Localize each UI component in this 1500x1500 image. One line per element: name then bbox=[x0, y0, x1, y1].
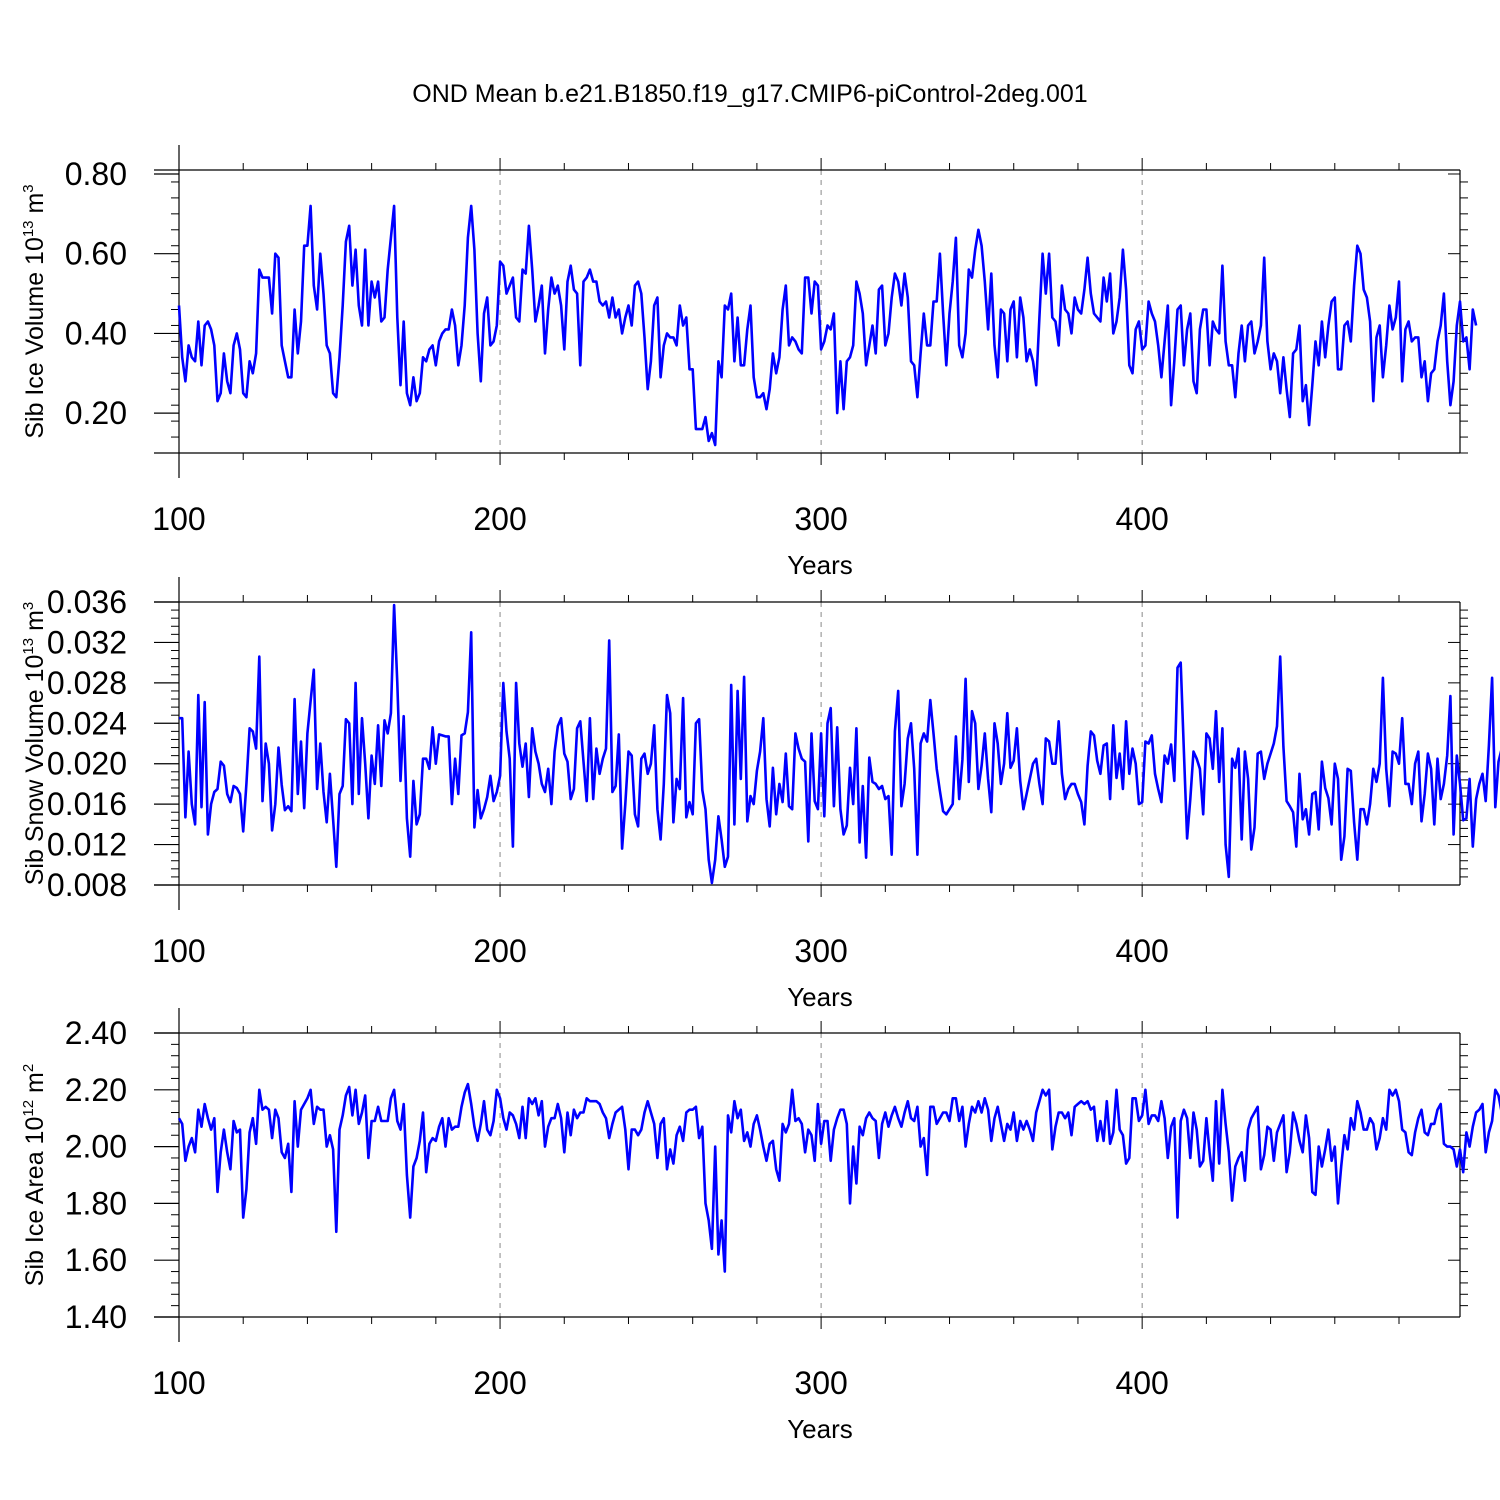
x-tick-label: 400 bbox=[1115, 501, 1168, 537]
y-tick-label: 2.00 bbox=[65, 1129, 127, 1165]
y-tick-label: 2.40 bbox=[65, 1015, 127, 1051]
y-tick-label: 1.60 bbox=[65, 1242, 127, 1278]
y-tick-label: 0.028 bbox=[47, 665, 127, 701]
y-tick-label: 0.80 bbox=[65, 156, 127, 192]
panel-ice-volume: 100 200 300 400 0.20 0.40 0.60 0.80 Years Sib Ice… bbox=[20, 145, 1478, 580]
x-tick-label: 300 bbox=[794, 1365, 847, 1401]
y-tick-label: 0.40 bbox=[65, 315, 127, 351]
y-tick-label: 0.032 bbox=[47, 624, 127, 660]
x-tick-label: 200 bbox=[473, 1365, 526, 1401]
x-tick-label: 300 bbox=[794, 933, 847, 969]
panel-snow-volume: 100 200 300 400 0.008 0.012 0.016 0.020 0.024 0.0… bbox=[20, 577, 1500, 1012]
x-tick-label: 200 bbox=[473, 933, 526, 969]
x-tick-label: 100 bbox=[152, 933, 205, 969]
y-tick-label: 1.40 bbox=[65, 1299, 127, 1335]
panel-ice-area: 100 200 300 400 1.40 1.60 1.80 2.00 2.20 2.40 Year… bbox=[20, 1008, 1500, 1444]
chart-title: OND Mean b.e21.B1850.f19_g17.CMIP6-piCon… bbox=[412, 80, 1088, 108]
y-tick-label: 1.80 bbox=[65, 1185, 127, 1221]
x-axis-title: Years bbox=[787, 1414, 853, 1444]
y-tick-label: 0.016 bbox=[47, 786, 127, 822]
y-tick-label: 0.60 bbox=[65, 236, 127, 272]
y-tick-label: 0.20 bbox=[65, 395, 127, 431]
x-tick-label: 400 bbox=[1115, 1365, 1168, 1401]
x-axis-title: Years bbox=[787, 982, 853, 1012]
x-tick-label: 400 bbox=[1115, 933, 1168, 969]
y-tick-label: 0.024 bbox=[47, 705, 127, 741]
y-axis-title: Sib Ice Area 1012 m2 bbox=[20, 1064, 49, 1286]
y-tick-label: 0.008 bbox=[47, 867, 127, 903]
y-tick-label: 0.020 bbox=[47, 746, 127, 782]
y-tick-label: 2.20 bbox=[65, 1072, 127, 1108]
y-tick-label: 0.012 bbox=[47, 827, 127, 863]
x-tick-label: 300 bbox=[794, 501, 847, 537]
x-tick-label: 100 bbox=[152, 1365, 205, 1401]
x-axis-title: Years bbox=[787, 550, 853, 580]
series-line bbox=[177, 1082, 1500, 1273]
y-axis-title: Sib Ice Volume 1013 m3 bbox=[20, 184, 49, 438]
series-line bbox=[179, 603, 1500, 885]
y-tick-label: 0.036 bbox=[47, 584, 127, 620]
series-line bbox=[177, 204, 1478, 447]
x-tick-label: 100 bbox=[152, 501, 205, 537]
y-axis-title: Sib Snow Volume 1013 m3 bbox=[20, 602, 49, 886]
x-tick-label: 200 bbox=[473, 501, 526, 537]
